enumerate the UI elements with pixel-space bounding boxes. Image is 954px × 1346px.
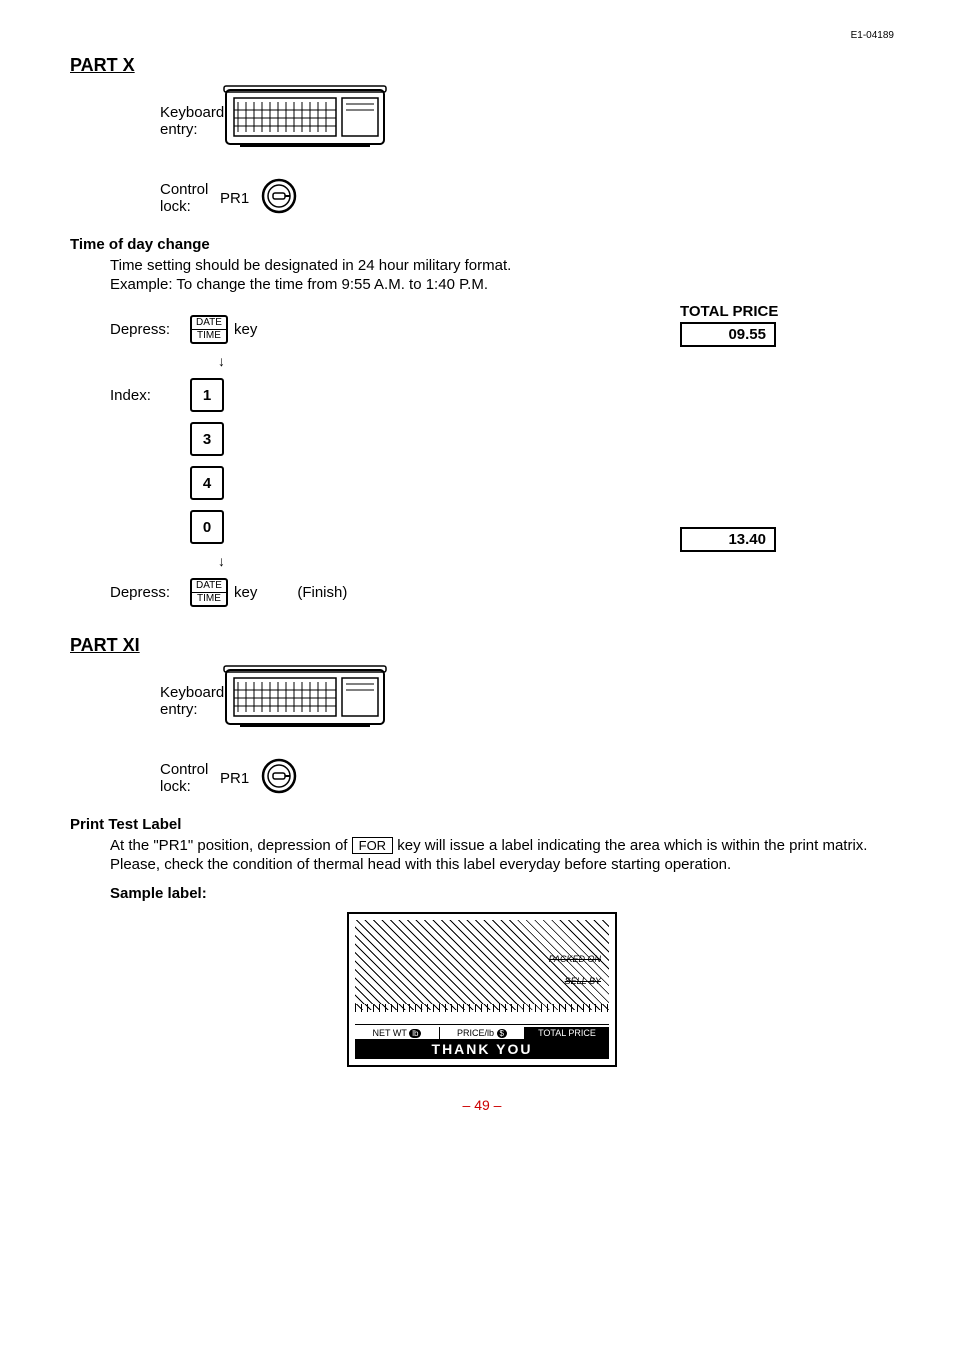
price-display-1: 09.55 — [680, 322, 776, 347]
control-lock-label: Control lock: — [70, 181, 220, 215]
field-price: PRICE/lb $ — [440, 1027, 525, 1039]
index-label: Index: — [70, 387, 190, 404]
time-change-line2: Example: To change the time from 9:55 A.… — [70, 276, 894, 293]
print-test-para2: Please, check the condition of thermal h… — [70, 856, 894, 873]
time-change-line1: Time setting should be designated in 24 … — [70, 257, 894, 274]
control-lock-value: PR1 — [220, 190, 249, 207]
control-lock-label-xi: Control lock: — [70, 761, 220, 795]
date-time-key-2[interactable]: DATE TIME — [190, 578, 228, 607]
time-change-title: Time of day change — [70, 236, 894, 253]
arrow-down-icon: ↓ — [218, 354, 225, 368]
key-suffix-1: key — [234, 321, 257, 338]
date-key-top: DATE — [192, 317, 226, 330]
date-time-key[interactable]: DATE TIME — [190, 315, 228, 344]
hatch-area: PACKED ON SELL BY — [355, 920, 609, 1010]
numkey-1[interactable]: 1 — [190, 378, 224, 412]
control-lock-value-xi: PR1 — [220, 770, 249, 787]
label-fields: NET WT lb PRICE/lb $ TOTAL PRICE THANK Y… — [355, 1024, 609, 1059]
page-number: – 49 – — [70, 1097, 894, 1113]
date-key-bot-2: TIME — [192, 593, 226, 605]
total-price-label: TOTAL PRICE — [680, 303, 778, 320]
key-suffix-2: key — [234, 584, 257, 601]
lock-icon-xi — [261, 758, 297, 798]
keyboard-entry-label: Keyboard entry: — [70, 104, 220, 138]
numkey-3[interactable]: 3 — [190, 422, 224, 456]
doc-id: E1-04189 — [70, 30, 894, 41]
para1a: At the "PR1" position, depression of — [110, 837, 352, 854]
hatch-packed-on: PACKED ON — [549, 954, 601, 964]
date-key-top-2: DATE — [192, 580, 226, 593]
keyboard-entry-label-xi: Keyboard entry: — [70, 684, 220, 718]
hatch-sell-by: SELL BY — [565, 976, 601, 986]
thank-you: THANK YOU — [355, 1040, 609, 1059]
scale-illustration-xi — [220, 664, 390, 738]
for-key[interactable]: FOR — [352, 837, 393, 854]
numkey-4[interactable]: 4 — [190, 466, 224, 500]
print-test-para1: At the "PR1" position, depression of FOR… — [70, 837, 894, 854]
para1b: key will issue a label indicating the ar… — [397, 837, 867, 854]
part-x-heading: PART X — [70, 55, 894, 76]
lock-icon — [261, 178, 297, 218]
part-xi-heading: PART XI — [70, 635, 894, 656]
depress-label-1: Depress: — [70, 321, 190, 338]
print-test-title: Print Test Label — [70, 816, 894, 833]
numkey-0[interactable]: 0 — [190, 510, 224, 544]
sample-label: PACKED ON SELL BY NET WT lb PRICE/lb $ T… — [347, 912, 617, 1067]
arrow-down-icon-2: ↓ — [218, 554, 225, 568]
price-display-2: 13.40 — [680, 527, 776, 552]
sample-label-title: Sample label: — [70, 885, 894, 902]
field-total: TOTAL PRICE — [525, 1027, 609, 1039]
finish-label: (Finish) — [297, 584, 347, 601]
field-netwt: NET WT lb — [355, 1027, 440, 1039]
scale-illustration — [220, 84, 390, 158]
date-key-bot: TIME — [192, 330, 226, 342]
depress-label-2: Depress: — [70, 584, 190, 601]
